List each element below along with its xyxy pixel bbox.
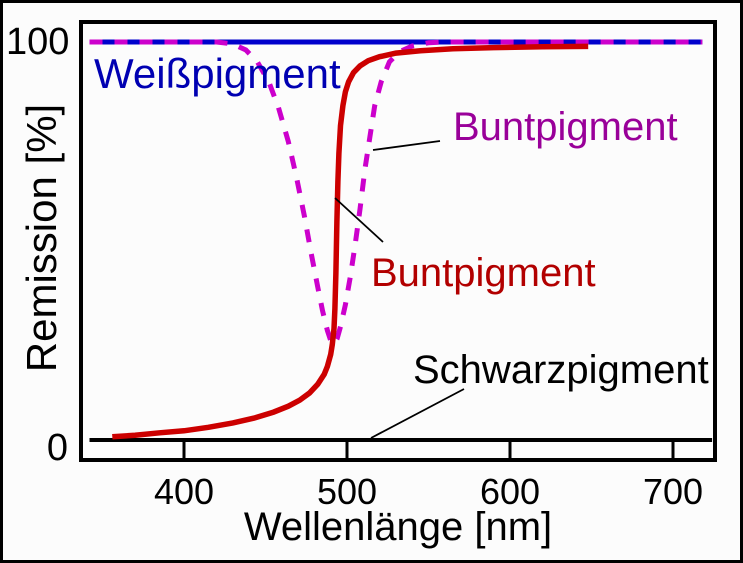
x-ticks-layer	[182, 442, 675, 459]
x-axis-title: Wellenlänge [nm]	[243, 505, 553, 549]
y-axis-title: Remission [%]	[17, 103, 65, 373]
x-tick-label-500: 500	[316, 471, 378, 512]
y-tick-label-0: 0	[46, 427, 68, 469]
plot-frame	[79, 20, 717, 462]
series-buntpigment	[112, 43, 589, 440]
series-layer	[89, 39, 713, 442]
annotation-buntpigment-solid: Buntpigment	[371, 251, 596, 295]
series-buntpigment-gestrichelt	[89, 39, 703, 349]
x-tick-label-600: 600	[479, 471, 541, 512]
x-tick-label-700: 700	[642, 471, 704, 512]
annotation-buntpigment-dashed: Buntpigment	[453, 105, 678, 149]
x-tick-label-400: 400	[153, 471, 215, 512]
y-tick-label-100: 100	[6, 21, 70, 63]
leader-line-buntpigment-dashed	[372, 140, 441, 151]
annotation-schwarzpigment: Schwarzpigment	[413, 348, 709, 392]
leader-line-buntpigment-solid	[334, 197, 384, 243]
annotation-weisspigment: Weißpigment	[94, 50, 341, 97]
leader-line-schwarzpigment	[370, 388, 465, 439]
